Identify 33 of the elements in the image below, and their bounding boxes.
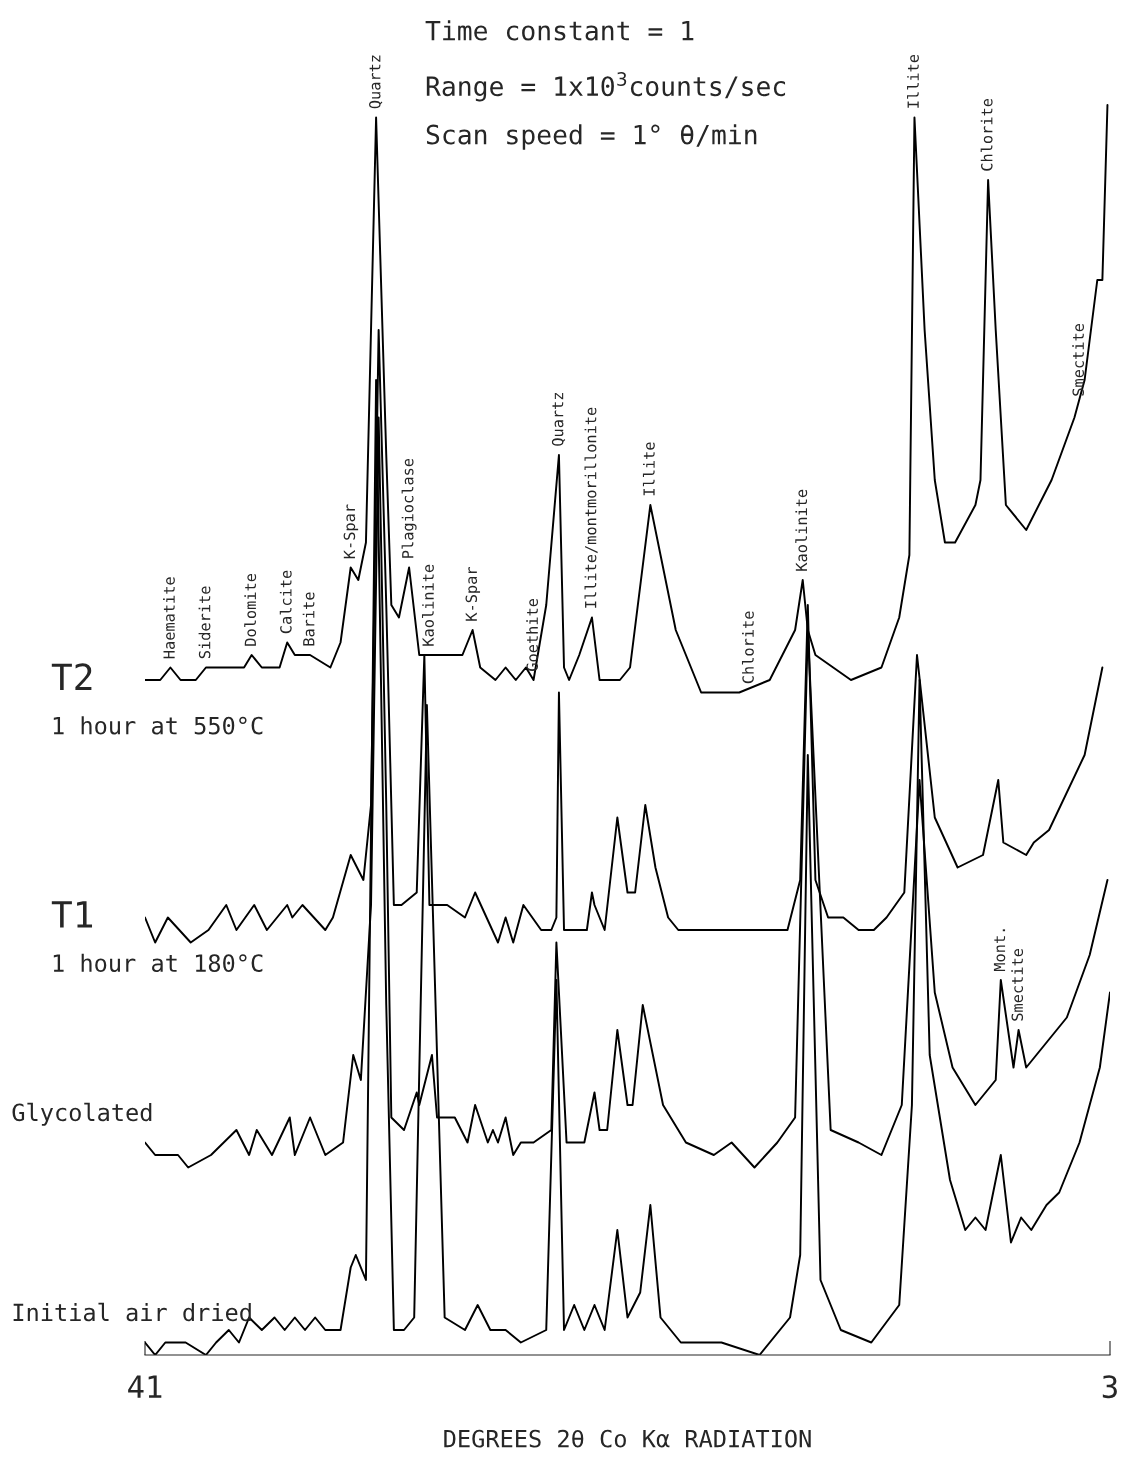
text: Time constant = 1 [425,20,694,41]
annotation: Calcite [279,570,292,634]
text: Range = 1x10$^{3}$counts/sec [426,72,786,102]
annotation: K-Spar [343,504,359,559]
series-label: Glycolated [12,1102,152,1126]
x-tick-label: 41 [128,1375,162,1398]
annotation: Dolomite [244,573,257,646]
annotation: Smectite [1072,323,1084,396]
annotation: Barite [302,592,315,646]
annotation: 1 hour at 550°C [53,716,263,735]
annotation: K-Spar [465,567,481,621]
annotation: Chlorite [741,611,754,684]
annotation: Illite [642,442,655,496]
annotation: Smectite [1011,948,1024,1021]
annotation: Haematite [163,577,175,659]
series-label: T2 [51,663,92,691]
annotation: Plagioclase [401,458,417,558]
annotation: Goethite [526,598,539,671]
annotation: Siderite [198,586,211,659]
annotation: Illite/montmorillonite [584,407,598,608]
annotation: Quartz [369,55,383,109]
annotation: Scan speed = 1° θ/min [426,124,757,150]
series-label: Initial air dried [13,1302,251,1322]
annotation: Chlorite [980,98,993,171]
x-axis-title: DEGREES 2θ Co Kα RADIATION [444,1429,811,1448]
annotation: 1 hour at 180°C [53,953,263,973]
annotation: Illite [907,54,919,108]
annotation: Quartz [551,392,566,446]
series-label: T1 [51,901,93,928]
annotation: Kaolinite [795,489,808,571]
annotation: Mont. [993,929,1006,972]
x-tick-label: 3 [1102,1375,1117,1399]
annotation: Kaolinite [421,564,434,646]
